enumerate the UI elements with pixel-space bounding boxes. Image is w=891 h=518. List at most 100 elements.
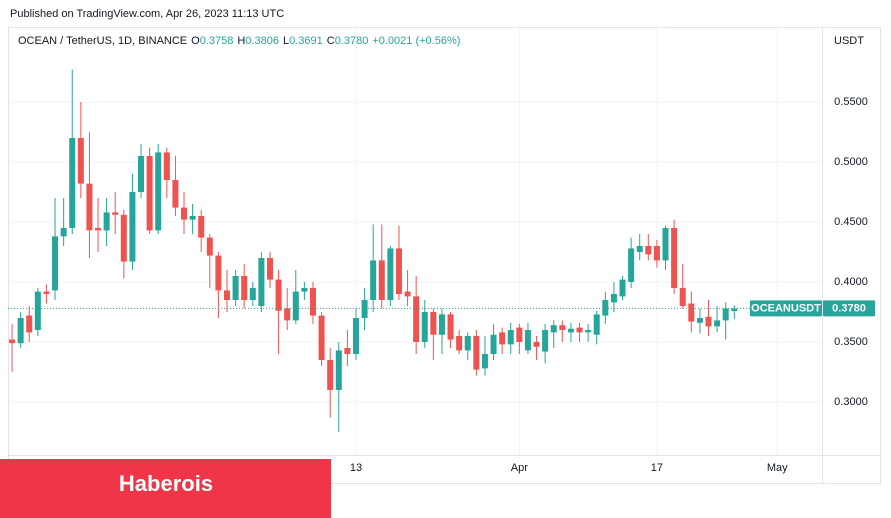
candle-body [60,228,67,237]
x-tick-label: May [767,462,788,474]
x-tick-label: Apr [511,462,528,474]
candle-body [507,329,514,345]
candle-body [662,228,669,261]
candle-body [430,311,437,335]
candle-body [533,341,540,347]
candle-body [645,245,652,255]
candle-body [490,334,497,354]
candle-body [696,317,703,323]
candle-body [206,237,213,256]
candle-body [232,275,239,300]
candle-body [301,287,308,292]
candle-body [447,314,454,340]
candle-body [585,329,592,333]
candle-body [95,228,102,231]
ohlc-value: 0.3691 [289,35,323,47]
candle-body [602,299,609,316]
y-tick-label: 0.4500 [834,216,868,228]
candle-body [198,216,205,238]
ticker-label: OCEANUSDT [751,302,821,314]
candle-body [576,327,583,333]
candle-body [241,275,248,300]
candle-body [679,287,686,306]
price-label: 0.3780 [832,302,866,314]
candle-body [26,315,33,333]
grid [8,28,822,455]
candle-body [52,236,59,291]
candle-body [77,138,84,184]
candle-body [17,317,24,344]
candle-body [499,332,506,345]
y-tick-label: 0.5500 [834,96,868,108]
ticker-badge [750,300,822,317]
candle-body [309,287,316,316]
banner-text: Haberois [119,471,213,496]
candle-body [593,314,600,335]
candle-body [567,328,574,333]
candle-body [395,248,402,294]
candle-body [361,299,368,318]
candle-body [524,329,531,351]
candle-body [146,156,153,231]
chart-frame [8,27,881,484]
change: +0.0021 (+0.56%) [372,35,460,47]
candle-body [731,308,738,312]
candle-body [335,350,342,390]
candle-body [284,308,291,321]
candle-body [43,291,50,294]
candle-body [189,216,196,220]
candle-body [275,279,282,311]
candle-body [550,325,557,333]
candle-body [318,315,325,360]
candle-body [722,308,729,321]
candle-body [112,212,119,215]
candle-body [34,291,41,330]
candle-body [688,303,695,322]
symbol: OCEAN / TetherUS, 1D, BINANCE [18,35,187,47]
candle-body [258,257,265,306]
candle-body [404,291,411,297]
y-tick-label: 0.4000 [834,276,868,288]
candle-body [138,156,145,193]
candle-body [249,287,256,300]
y-tick-label: 0.3500 [834,336,868,348]
x-tick-label: 17 [651,462,663,474]
candle-body [542,329,549,352]
x-tick-label: 13 [350,462,362,474]
ohlc-key: H [237,35,245,47]
candle-body [413,296,420,342]
candle-body [69,138,76,229]
candle-body [671,228,678,288]
banner [0,459,331,518]
candle-body [438,314,445,335]
candle-body [215,255,222,291]
candle-body [610,293,617,303]
candle-body [266,257,273,280]
candle-body [344,347,351,354]
ohlc-value: 0.3806 [245,35,279,47]
candle-body [619,279,626,297]
ohlc-value: 0.3758 [200,35,234,47]
candle-body [636,245,643,252]
candle-body [129,192,136,262]
candles [8,69,822,432]
candle-body [120,214,127,262]
legend-header: OCEAN / TetherUS, 1D, BINANCE O0.3758 H0.3… [18,35,460,47]
candle-body [481,353,488,369]
candle-body [653,245,660,261]
candle-body [559,325,566,330]
candle-body [292,291,299,321]
currency: USDT [834,35,864,47]
candle-body [103,212,110,231]
candle-body [86,183,93,231]
candle-body [9,339,16,344]
axes: 0.3000 0.3500 0.4000 0.4500 0.5000 0.5500 13 Ap… [350,96,875,474]
candle-body [327,359,334,390]
ohlc-value: 0.3780 [335,35,369,47]
candle-body [223,290,231,300]
candle-body [628,248,635,282]
candle-body [464,335,471,351]
published-note: Published on TradingView.com, Apr 26, 20… [10,8,284,20]
